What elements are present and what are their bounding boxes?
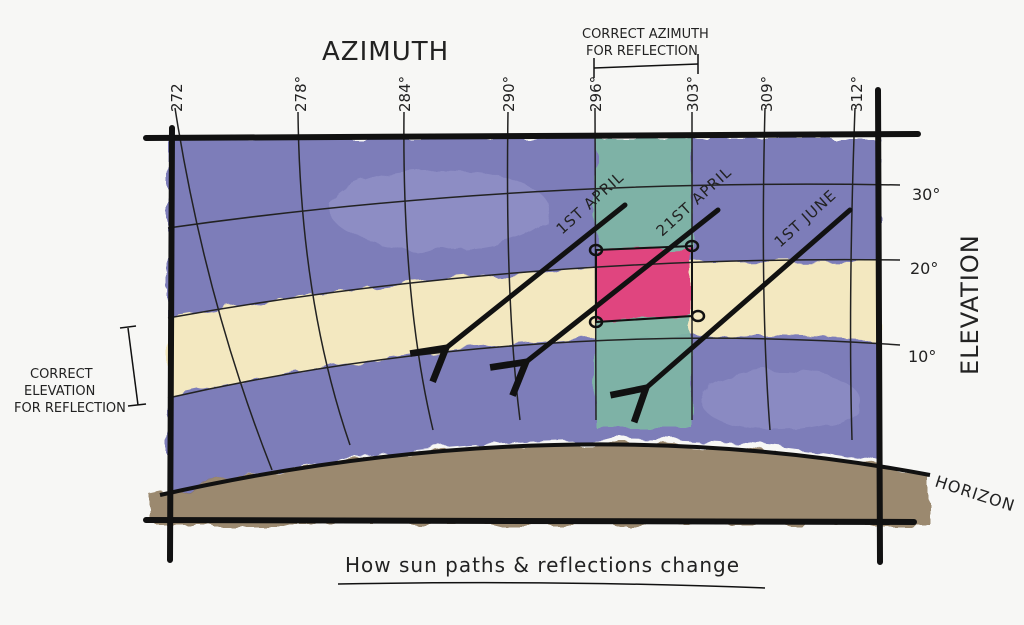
axis-right-label: ELEVATION (956, 234, 984, 375)
azimuth-grid (174, 107, 856, 471)
azimuth-tick: 284° (396, 76, 414, 112)
reflection-markers (588, 239, 706, 329)
azimuth-tick: 312° (848, 76, 866, 112)
correct-elevation-bracket (119, 325, 147, 407)
azimuth-tick: 296° (587, 76, 605, 112)
azimuth-tick: 309° (758, 76, 776, 112)
azimuth-tick: 290° (500, 76, 518, 112)
correct-elevation-line2: ELEVATION (24, 384, 95, 399)
elevation-band (168, 261, 880, 398)
frame (143, 87, 921, 565)
sun-path-21st-april (489, 207, 721, 397)
correct-azimuth-bracket (593, 54, 699, 78)
horizon-line (159, 442, 931, 497)
elevation-tick: 10° (908, 347, 936, 366)
azimuth-tick: 303° (684, 76, 702, 112)
horizon-label: HORIZON (933, 472, 1018, 516)
title-underline (337, 581, 766, 589)
correct-azimuth-line1: CORRECT AZIMUTH (582, 27, 709, 42)
correct-elevation-line1: CORRECT (30, 367, 93, 382)
elevation-tick: 30° (912, 185, 940, 204)
correct-elevation-line3: FOR REFLECTION (14, 401, 126, 416)
diagram-title: How sun paths & reflections change (345, 553, 740, 577)
sun-path-1st-april (409, 202, 628, 383)
sun-path-1st-june (609, 207, 853, 424)
reflection-zone (596, 246, 692, 322)
axis-top-label: AZIMUTH (322, 37, 449, 67)
elevation-tick: 20° (910, 259, 938, 278)
azimuth-tick: 278° (292, 76, 310, 112)
azimuth-tick: 272 (168, 83, 186, 112)
correct-azimuth-line2: FOR REFLECTION (586, 44, 698, 59)
ground-area (150, 444, 930, 525)
